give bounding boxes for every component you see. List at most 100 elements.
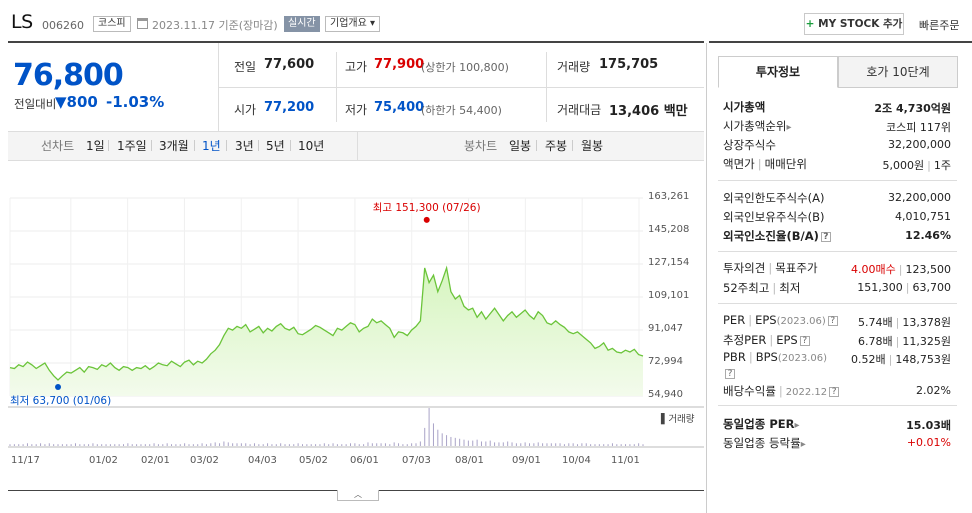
text: 32,200,000 — [888, 191, 951, 204]
foreign-holding-value: 4,010,751 — [895, 210, 951, 223]
market-cap-rank-value: 코스피 117위 — [886, 119, 951, 135]
text: 코스피 117위 — [886, 121, 951, 134]
listed-shares-label: 상장주식수 — [723, 137, 776, 153]
divider: | — [769, 333, 774, 347]
x-tick-label: 11/01 — [611, 455, 640, 466]
divider — [706, 43, 707, 513]
divider: | — [898, 263, 903, 276]
realtime-button[interactable]: 실시간 — [284, 16, 320, 32]
y-tick-label: 72,994 — [648, 356, 683, 367]
x-tick-label: 04/03 — [248, 455, 277, 466]
sector-change-label: 동일업종 등락률▸ — [723, 435, 806, 451]
divider: | — [927, 159, 931, 172]
text: 1주 — [933, 159, 951, 172]
high-annotation: 최고 151,300 (07/26) — [372, 201, 481, 214]
period-1y[interactable]: 1년 — [202, 139, 221, 153]
divider — [709, 41, 972, 43]
chevron-up-icon[interactable]: ︿ — [337, 490, 379, 501]
per-eps-label: PER | EPS(2023.06)? — [723, 313, 838, 327]
text: 2조 4,730억원 — [874, 102, 951, 115]
divider: | — [748, 313, 753, 327]
bar-icon: ▌ — [661, 414, 669, 425]
listed-shares-value: 32,200,000 — [888, 138, 951, 151]
text: 투자의견 — [723, 261, 766, 275]
info-icon[interactable]: ? — [820, 231, 831, 242]
price-line — [9, 265, 644, 381]
market-cap-label: 시가총액 — [723, 99, 765, 115]
text: BPS — [755, 350, 778, 364]
amount-value: 13,406 백만 — [609, 104, 688, 119]
divider: | — [757, 157, 762, 171]
candle-chart-label: 봉차트 — [464, 139, 498, 153]
chevron-down-icon: ▾ — [366, 18, 376, 29]
dividend-yield-value: 2.02% — [916, 384, 951, 397]
y-tick-label: 54,940 — [648, 389, 683, 400]
divider: | — [748, 350, 753, 364]
line-chart-label: 선차트 — [41, 139, 75, 153]
market-badge: 코스피 — [93, 16, 131, 32]
sector-per-label: 동일업종 PER▸ — [723, 416, 800, 432]
prev-close-value: 77,600 — [264, 57, 315, 72]
y-tick-label: 163,261 — [648, 191, 690, 202]
price-change-pct: -1.03% — [106, 93, 165, 111]
text: +0.01% — [906, 436, 951, 449]
text: 148,753원 — [895, 353, 951, 366]
amount-label: 거래대금 — [557, 103, 602, 117]
pbr-bps-label: PBR | BPS(2023.06) — [723, 350, 827, 364]
tab-order-book[interactable]: 호가 10단계 — [838, 56, 958, 88]
period-1w[interactable]: 1주일 — [117, 139, 147, 153]
info-icon[interactable]: ? — [725, 369, 735, 379]
text: 외국인소진율(B/A) — [723, 229, 819, 243]
my-stock-add-button[interactable]: + MY STOCK 추가 — [804, 13, 904, 35]
text: 63,700 — [912, 281, 952, 294]
period-1d[interactable]: 1일 — [86, 139, 105, 153]
text: 외국인보유주식수(B) — [723, 210, 825, 224]
company-info-dropdown[interactable]: 기업개요 ▾ — [325, 16, 381, 32]
candle-daily[interactable]: 일봉 — [509, 139, 532, 153]
period-5y[interactable]: 5년 — [266, 139, 285, 153]
info-icon[interactable]: ? — [827, 315, 838, 326]
info-icon[interactable]: ? — [829, 386, 840, 397]
text: PER — [723, 313, 746, 327]
down-arrow-icon: ▼ — [55, 93, 67, 111]
text: 4.00매수 — [851, 263, 896, 276]
candle-monthly[interactable]: 월봉 — [581, 139, 604, 153]
x-tick-label: 03/02 — [190, 455, 219, 466]
period-3m[interactable]: 3개월 — [159, 139, 189, 153]
chevron-right-icon: ▸ — [794, 420, 800, 431]
text: 추정PER — [723, 333, 767, 347]
divider: | — [778, 384, 783, 398]
open-value: 77,200 — [264, 100, 315, 115]
text: 15.03배 — [906, 419, 951, 432]
plus-icon: + — [805, 18, 819, 30]
x-tick-label: 08/01 — [455, 455, 484, 466]
divider — [226, 140, 227, 151]
divider: | — [895, 335, 900, 348]
period-3y[interactable]: 3년 — [235, 139, 254, 153]
period-10y[interactable]: 10년 — [298, 139, 325, 153]
market-cap-rank-label: 시가총액순위▸ — [723, 118, 792, 134]
text: 목표주가 — [775, 261, 818, 275]
text: 151,300 — [857, 281, 903, 294]
divider — [258, 140, 259, 151]
divider — [718, 180, 957, 181]
text: 2.02% — [916, 384, 951, 397]
volume-value: 175,705 — [599, 57, 659, 72]
text: 매매단위 — [764, 157, 807, 171]
divider — [8, 41, 704, 43]
foreign-ratio-label: 외국인소진율(B/A)? — [723, 228, 831, 244]
low-annotation: 최저 63,700 (01/06) — [10, 394, 112, 407]
lower-limit: (하한가 54,400) — [421, 104, 502, 117]
info-icon[interactable]: ? — [799, 335, 810, 346]
market-cap-value: 2조 4,730억원 — [874, 100, 951, 116]
y-tick-label: 127,154 — [648, 257, 690, 268]
divider — [108, 140, 109, 151]
text: 52주최고 — [723, 281, 770, 295]
target-price-label: 투자의견 | 목표주가 — [723, 260, 818, 276]
52w-range-value: 151,300 | 63,700 — [857, 281, 951, 294]
low-value: 75,400 — [374, 100, 425, 115]
volume-label: 거래량 — [557, 60, 591, 74]
fast-order-link[interactable]: 빠른주문 — [919, 19, 960, 32]
tab-investment-info[interactable]: 투자정보 — [718, 56, 838, 88]
candle-weekly[interactable]: 주봉 — [545, 139, 568, 153]
